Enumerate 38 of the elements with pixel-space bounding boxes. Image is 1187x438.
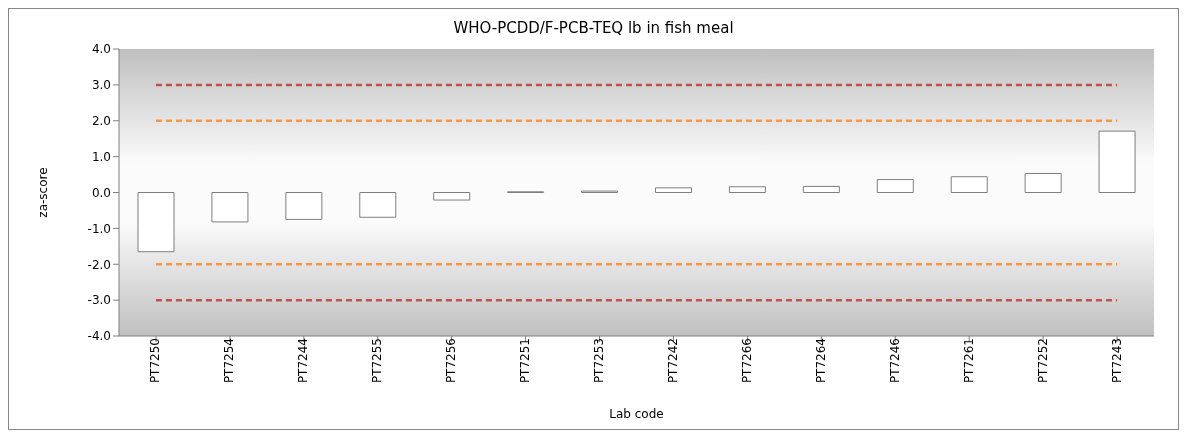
x-tick-label: PT7261 xyxy=(961,338,976,384)
x-tick-label: PT7246 xyxy=(887,338,902,384)
bar xyxy=(285,192,323,220)
x-tick-label: PT7251 xyxy=(518,338,533,384)
x-tick-label: PT7264 xyxy=(813,338,828,384)
chart-title: WHO-PCDD/F-PCB-TEQ lb in fish meal xyxy=(452,18,735,39)
x-tick-label: PT7242 xyxy=(665,338,680,384)
x-tick-label: PT7244 xyxy=(296,338,311,384)
bar xyxy=(1024,172,1062,193)
x-tick-label: PT7252 xyxy=(1035,338,1050,384)
y-tick-label: 2.0 xyxy=(91,114,111,129)
y-tick-label: -2.0 xyxy=(87,257,111,272)
y-tick-label: 0.0 xyxy=(91,185,111,200)
bar xyxy=(802,185,840,193)
y-tick-label: -3.0 xyxy=(87,293,111,308)
y-tick-label: -1.0 xyxy=(87,221,111,236)
x-tick-label: PT7255 xyxy=(370,338,385,384)
bar xyxy=(950,176,988,193)
y-axis-title: za-score xyxy=(36,167,51,218)
bar xyxy=(1098,130,1136,193)
y-tick-label: 3.0 xyxy=(91,78,111,93)
x-tick-label: PT7256 xyxy=(444,338,459,384)
x-tick-label: PT7250 xyxy=(148,338,163,384)
bar xyxy=(433,192,471,201)
y-tick-label: 4.0 xyxy=(91,42,111,57)
bar xyxy=(137,192,175,253)
bar xyxy=(655,187,692,193)
bar xyxy=(876,179,914,193)
bar xyxy=(359,192,397,218)
bar xyxy=(211,192,249,223)
x-tick-label: PT7253 xyxy=(592,338,607,384)
x-tick-label: PT7243 xyxy=(1109,338,1124,384)
y-tick-label: 1.0 xyxy=(91,149,111,164)
bar xyxy=(728,186,766,193)
y-tick-label: -4.0 xyxy=(87,329,111,344)
x-axis-title: Lab code xyxy=(609,407,664,421)
x-tick-label: PT7266 xyxy=(739,338,754,384)
x-tick-label: PT7254 xyxy=(222,338,237,384)
